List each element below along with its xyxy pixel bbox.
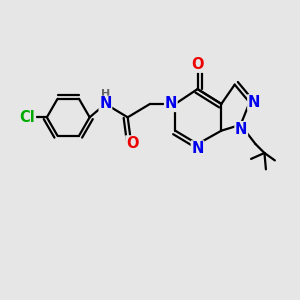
- Text: N: N: [248, 95, 260, 110]
- Text: O: O: [126, 136, 138, 151]
- Text: O: O: [191, 57, 204, 72]
- Text: N: N: [235, 122, 248, 137]
- Text: N: N: [191, 141, 204, 156]
- Text: N: N: [165, 96, 177, 111]
- Text: N: N: [99, 96, 112, 111]
- Text: Cl: Cl: [20, 110, 35, 125]
- Text: H: H: [101, 88, 111, 99]
